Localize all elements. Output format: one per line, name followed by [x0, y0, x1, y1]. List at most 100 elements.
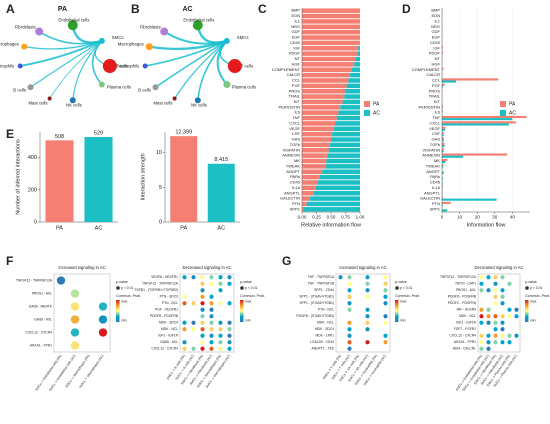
bar-segment	[302, 51, 358, 56]
bar	[442, 182, 443, 185]
category-label: PDGF	[429, 51, 441, 56]
category-label: ANGPTL	[284, 190, 301, 195]
dot	[479, 288, 484, 293]
bar-segment	[319, 174, 360, 180]
bar	[442, 166, 443, 169]
dot	[200, 314, 205, 319]
bar	[170, 136, 198, 222]
node	[223, 37, 230, 44]
colorbar	[395, 300, 399, 322]
x-tick-label: 40	[510, 215, 516, 220]
dot	[365, 275, 370, 280]
bar	[442, 51, 444, 54]
size-legend-label: p < 0.01	[121, 286, 133, 290]
dot	[227, 340, 232, 345]
bar	[442, 144, 445, 148]
dot	[479, 340, 484, 345]
y-tick-label: 200	[28, 187, 37, 193]
node-label: Neutrophils	[117, 64, 139, 69]
category-label: TRAIL	[289, 94, 301, 99]
dot	[365, 320, 370, 325]
legend-swatch	[500, 110, 506, 116]
dot	[191, 275, 196, 280]
node	[145, 43, 153, 51]
edge	[197, 40, 228, 101]
panel-label: B	[131, 2, 140, 16]
category-label: PERIOSTIN	[278, 104, 300, 109]
dot	[347, 294, 352, 299]
dot	[209, 320, 214, 325]
category-label: PTN	[432, 201, 440, 206]
row-label: PTN - NCL	[318, 308, 334, 312]
dot	[486, 346, 491, 351]
colorbar-label: max	[245, 299, 252, 303]
category-label: CSF	[432, 131, 441, 136]
colorbar-title: Commun. Prob.	[525, 294, 550, 298]
category-label: PROS	[289, 88, 301, 93]
colorbar-title: Commun. Prob.	[240, 294, 265, 298]
bar-segment	[348, 78, 360, 83]
y-tick-label: 0	[159, 219, 162, 225]
node	[192, 20, 203, 31]
bar	[207, 163, 235, 222]
dot	[227, 281, 232, 286]
x-tick-label: 10	[457, 215, 463, 220]
bar-segment	[302, 190, 314, 196]
dot	[209, 281, 214, 286]
dot	[70, 328, 80, 337]
bar-segment	[342, 99, 360, 105]
dot	[347, 301, 352, 306]
node	[27, 84, 34, 91]
bar	[442, 137, 444, 140]
bar	[45, 140, 74, 222]
dot	[218, 275, 223, 280]
size-legend-title: p-value	[525, 280, 537, 284]
bar-segment	[302, 115, 337, 121]
dot	[383, 333, 388, 338]
edge	[30, 40, 103, 88]
node-label: T cells	[116, 64, 128, 69]
x-tick-label: 20	[475, 215, 481, 220]
bar	[442, 83, 445, 86]
bar	[442, 150, 444, 153]
size-legend-label: p < 0.01	[400, 286, 412, 290]
category-label: ANGPTL	[424, 190, 441, 195]
x-tick-label: 0.50	[327, 215, 336, 220]
dot	[98, 328, 108, 337]
bar	[442, 171, 444, 174]
category-label: VEGF	[429, 126, 440, 131]
category-label: CD45	[290, 180, 301, 185]
dot	[383, 340, 388, 345]
category-label: GDF	[432, 29, 441, 34]
row-label: IGF1 - IGF1R	[456, 321, 477, 325]
node-label: Fibroblasts	[140, 25, 161, 30]
dot	[191, 320, 196, 325]
dot	[486, 307, 491, 312]
category-label: CXCL	[429, 120, 440, 125]
bar-segment	[302, 13, 360, 19]
dot	[209, 301, 214, 306]
bar	[442, 139, 444, 142]
row-label: MDK - NCL	[317, 321, 334, 325]
row-label: PROS1 - AXL	[456, 288, 476, 292]
dot	[365, 327, 370, 332]
panel-label: E	[6, 127, 14, 141]
bar	[442, 24, 443, 27]
row-label: SPP1 - (ITGAV+ITGB1)	[299, 295, 334, 299]
dot	[486, 340, 491, 345]
x-tick-label: 0.00	[298, 215, 307, 220]
bar-segment	[315, 185, 360, 191]
dot	[500, 340, 505, 345]
dot	[182, 346, 187, 351]
row-label: TNFSF12 - TNFRSF12A	[16, 278, 53, 282]
bar	[442, 118, 513, 121]
category-label: IGF	[433, 45, 440, 50]
node-label: Macrophages	[118, 42, 144, 47]
row-label: TNF - TNFRSF1B	[308, 282, 335, 286]
row-label: VEGFA - VEGFR1	[151, 275, 178, 279]
bar	[442, 153, 508, 156]
bar-segment	[302, 56, 356, 62]
node-label: SMCs	[112, 35, 124, 40]
row-label: PDGFB - PDGFRB	[150, 314, 179, 318]
dot	[493, 281, 498, 286]
